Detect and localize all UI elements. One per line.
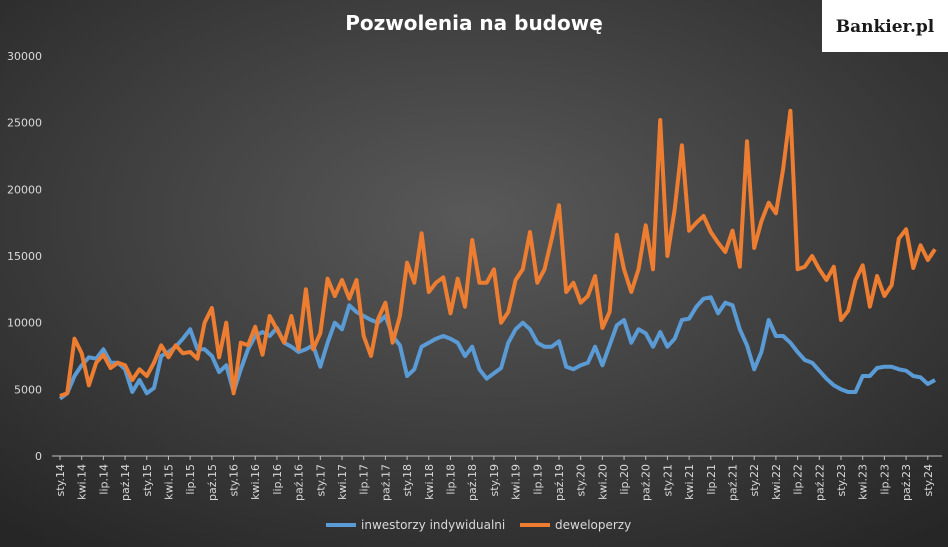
- x-tick-label: paź.21: [727, 464, 740, 501]
- x-tick-label: lip.16: [271, 464, 284, 495]
- x-tick-label: lip.23: [878, 464, 891, 495]
- x-tick-label: lip.20: [618, 464, 631, 495]
- x-tick-label: sty.18: [401, 464, 414, 496]
- x-tick-label: sty.21: [661, 464, 674, 496]
- x-tick-label: lip.19: [531, 464, 544, 495]
- x-tick-label: kwi.23: [857, 464, 870, 500]
- x-tick-label: lip.22: [792, 464, 805, 495]
- logo-box: [822, 0, 948, 52]
- x-tick-label: sty.19: [488, 464, 501, 496]
- x-tick-label: paź.19: [553, 464, 566, 501]
- x-tick-label: paź.17: [379, 464, 392, 501]
- logo: Bankier.pl: [836, 17, 935, 37]
- y-tick-label: 25000: [7, 117, 42, 130]
- series-line: [59, 108, 937, 398]
- x-tick-label: kwi.19: [510, 464, 523, 500]
- y-tick-label: 15000: [7, 250, 42, 263]
- x-tick-label: kwi.17: [336, 464, 349, 500]
- x-tick-label: paź.15: [206, 464, 219, 501]
- x-tick-label: sty.22: [748, 464, 761, 496]
- x-tick-label: sty.17: [314, 464, 327, 496]
- y-tick-label: 10000: [7, 317, 42, 330]
- x-tick-label: paź.18: [466, 464, 479, 501]
- x-tick-label: paź.22: [813, 464, 826, 501]
- x-tick-label: sty.14: [54, 464, 67, 496]
- x-tick-label: kwi.14: [76, 464, 89, 500]
- x-tick-label: kwi.22: [770, 464, 783, 500]
- y-tick-label: 20000: [7, 183, 42, 196]
- x-tick-label: lip.21: [705, 464, 718, 495]
- x-tick-label: sty.24: [922, 464, 935, 496]
- x-tick-label: kwi.18: [423, 464, 436, 500]
- x-tick-label: lip.15: [184, 464, 197, 495]
- x-tick-label: paź.14: [119, 464, 132, 501]
- x-tick-label: sty.15: [141, 464, 154, 496]
- x-tick-label: paź.20: [640, 464, 653, 501]
- x-tick-label: lip.14: [97, 464, 110, 495]
- x-tick-label: sty.20: [575, 464, 588, 496]
- x-tick-label: kwi.21: [683, 464, 696, 500]
- y-tick-label: 30000: [7, 50, 42, 63]
- chart-title: Pozwolenia na budowę: [345, 11, 603, 35]
- y-tick-label: 0: [35, 450, 42, 463]
- x-tick-label: paź.23: [900, 464, 913, 501]
- x-tick-label: lip.18: [444, 464, 457, 495]
- x-tick-label: kwi.16: [249, 464, 262, 500]
- x-tick-label: kwi.20: [596, 464, 609, 500]
- x-tick-label: sty.23: [835, 464, 848, 496]
- x-tick-label: kwi.15: [162, 464, 175, 500]
- legend-label: inwestorzy indywidualni: [361, 518, 505, 532]
- y-tick-label: 5000: [14, 383, 42, 396]
- series-line: [58, 295, 936, 401]
- x-tick-label: sty.16: [228, 464, 241, 496]
- x-tick-label: paź.16: [293, 464, 306, 501]
- legend-label: deweloperzy: [555, 518, 631, 532]
- x-tick-label: lip.17: [358, 464, 371, 495]
